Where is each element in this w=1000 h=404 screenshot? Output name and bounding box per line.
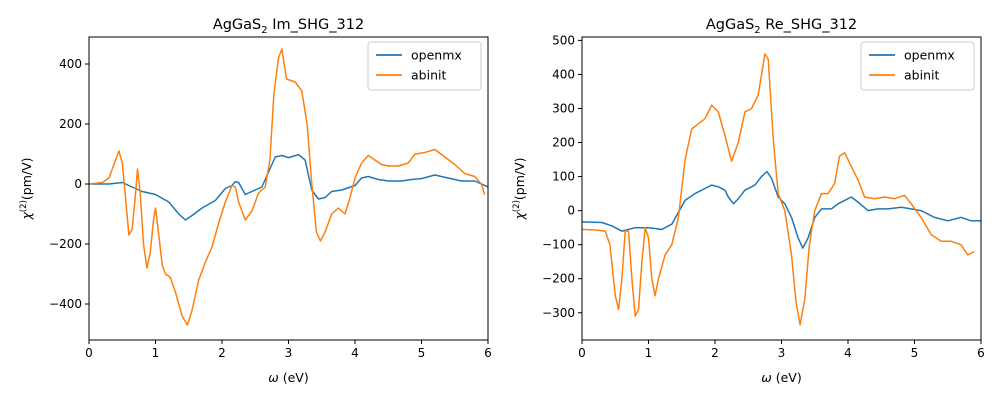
x-axis-label: ω (eV) bbox=[761, 370, 801, 385]
legend-label-abinit: abinit bbox=[904, 68, 939, 83]
y-tick-label: 400 bbox=[59, 57, 82, 71]
series-line-abinit bbox=[89, 48, 486, 326]
y-tick-label: −300 bbox=[542, 306, 575, 320]
legend: openmx abinit bbox=[367, 41, 482, 91]
y-tick-label: −200 bbox=[542, 272, 575, 286]
legend-frame bbox=[367, 41, 482, 91]
chart-panel-re-shg: 0 1 2 3 4 5 6 −300 −200 −100 0 100 200 300 400 500 AgGaS… bbox=[512, 17, 985, 385]
y-tick-label: 200 bbox=[59, 117, 82, 131]
y-tick-label: 400 bbox=[552, 67, 575, 81]
chart-panel-im-shg: 0 1 2 3 4 5 6 −400 −200 0 200 400 AgGaS2 Im_SHG_312 ω… bbox=[19, 17, 492, 385]
y-tick-label: 200 bbox=[552, 136, 575, 150]
chart-title: AgGaS2 Im_SHG_312 bbox=[213, 17, 364, 36]
x-tick-label: 3 bbox=[285, 346, 293, 360]
series-group bbox=[582, 53, 981, 326]
y-axis-label: χ(2)(pm/V) bbox=[19, 157, 34, 220]
y-tick-label: −400 bbox=[49, 297, 82, 311]
x-tick-label: 0 bbox=[578, 346, 586, 360]
series-line-openmx bbox=[582, 170, 981, 249]
legend-label-abinit: abinit bbox=[411, 68, 446, 83]
y-tick-label: 0 bbox=[74, 177, 82, 191]
chart-title: AgGaS2 Re_SHG_312 bbox=[706, 17, 857, 36]
x-tick-label: 1 bbox=[152, 346, 160, 360]
y-tick-label: 500 bbox=[552, 33, 575, 47]
y-tick-label: 100 bbox=[552, 170, 575, 184]
x-tick-label: 4 bbox=[844, 346, 852, 360]
series-line-openmx bbox=[89, 153, 488, 221]
legend-label-openmx: openmx bbox=[411, 48, 462, 63]
x-tick-label: 6 bbox=[484, 346, 492, 360]
x-tick-label: 5 bbox=[911, 346, 919, 360]
y-tick-label: −100 bbox=[542, 238, 575, 252]
x-tick-label: 2 bbox=[218, 346, 226, 360]
x-tick-label: 3 bbox=[778, 346, 786, 360]
y-tick-label: 300 bbox=[552, 101, 575, 115]
legend-frame bbox=[860, 41, 975, 91]
y-axis-label: χ(2)(pm/V) bbox=[512, 157, 527, 220]
x-tick-label: 1 bbox=[645, 346, 653, 360]
series-group bbox=[89, 48, 488, 326]
series-line-abinit bbox=[582, 53, 975, 326]
x-tick-label: 4 bbox=[351, 346, 359, 360]
y-tick-label: −200 bbox=[49, 237, 82, 251]
x-tick-label: 6 bbox=[977, 346, 985, 360]
y-tick-label: 0 bbox=[567, 204, 575, 218]
x-axis-label: ω (eV) bbox=[268, 370, 308, 385]
x-tick-label: 2 bbox=[711, 346, 719, 360]
x-tick-label: 5 bbox=[418, 346, 426, 360]
x-tick-label: 0 bbox=[85, 346, 93, 360]
legend: openmx abinit bbox=[860, 41, 975, 91]
legend-label-openmx: openmx bbox=[904, 48, 955, 63]
